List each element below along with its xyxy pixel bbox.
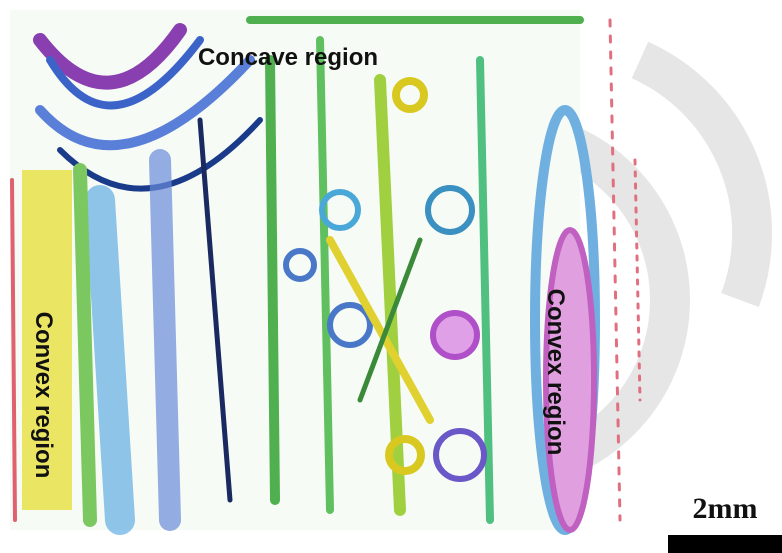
topography-map xyxy=(10,10,642,535)
left-label: Convex region xyxy=(30,312,57,479)
scale-label: 2mm xyxy=(693,492,758,525)
top-label: Concave region xyxy=(198,44,378,71)
right-label: Convex region xyxy=(542,289,569,456)
scale-bar xyxy=(668,535,782,553)
